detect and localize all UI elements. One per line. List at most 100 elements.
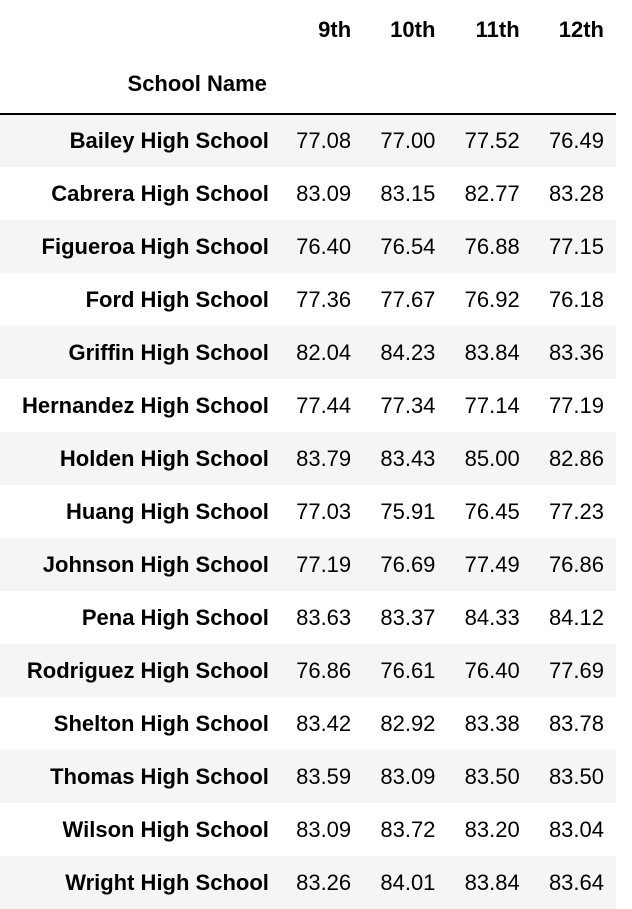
cell-12th: 83.04: [548, 816, 604, 842]
cell-12th: 83.78: [548, 710, 604, 736]
cell-9th: 83.09: [296, 816, 352, 842]
cell-12th: 83.50: [548, 763, 604, 789]
cell-11th: 76.40: [464, 657, 520, 683]
cell-9th: 82.04: [296, 339, 352, 365]
row-label-school-name: Thomas High School: [50, 763, 269, 789]
table-row: Cabrera High School 83.09 83.15 82.77 83.28: [0, 167, 616, 220]
cell-9th: 77.19: [296, 551, 352, 577]
cell-11th: 77.14: [464, 392, 520, 418]
cell-12th: 76.86: [548, 551, 604, 577]
cell-12th: 76.18: [548, 286, 604, 312]
row-label-school-name: Cabrera High School: [51, 180, 269, 206]
table-row: Griffin High School 82.04 84.23 83.84 83.36: [0, 326, 616, 379]
row-label-school-name: Hernandez High School: [21, 392, 269, 418]
table-row: Huang High School 77.03 75.91 76.45 77.23: [0, 485, 616, 538]
cell-12th: 82.86: [548, 445, 604, 471]
index-header-spacer: [278, 60, 364, 115]
cell-12th: 77.19: [548, 392, 604, 418]
row-label-school-name: Shelton High School: [53, 710, 269, 736]
cell-12th: 83.64: [548, 869, 604, 895]
table-row: Figueroa High School 76.40 76.54 76.88 77.15: [0, 220, 616, 273]
cell-11th: 76.45: [464, 498, 520, 524]
cell-9th: 83.42: [296, 710, 352, 736]
table-body: Bailey High School 77.08 77.00 77.52 76.49 Ca…: [0, 114, 616, 909]
column-header-row: 9th 10th 11th 12th: [0, 0, 616, 60]
cell-11th: 83.84: [464, 869, 520, 895]
cell-10th: 83.72: [380, 816, 436, 842]
row-label-school-name: Ford High School: [85, 286, 269, 312]
row-label-school-name: Huang High School: [66, 498, 269, 524]
cell-9th: 77.36: [296, 286, 352, 312]
row-label-school-name: Wright High School: [65, 869, 269, 895]
column-header-12th: 12th: [558, 17, 604, 42]
cell-10th: 75.91: [380, 498, 436, 524]
cell-10th: 82.92: [380, 710, 436, 736]
data-table: 9th 10th 11th 12th School Name Bailey Hi…: [0, 0, 616, 909]
cell-11th: 83.20: [464, 816, 520, 842]
cell-11th: 85.00: [464, 445, 520, 471]
header-corner: [0, 0, 279, 60]
table-row: Hernandez High School 77.44 77.34 77.14 77.1…: [0, 379, 616, 432]
cell-10th: 76.69: [380, 551, 436, 577]
cell-10th: 77.00: [380, 128, 436, 153]
cell-12th: 83.36: [548, 339, 604, 365]
cell-11th: 77.49: [464, 551, 520, 577]
cell-10th: 84.01: [380, 869, 436, 895]
table-row: Ford High School 77.36 77.67 76.92 76.18: [0, 273, 616, 326]
table-row: Wilson High School 83.09 83.72 83.20 83.04: [0, 803, 616, 856]
cell-11th: 83.84: [464, 339, 520, 365]
row-label-school-name: Griffin High School: [68, 339, 269, 365]
index-header-row: School Name: [0, 60, 616, 115]
table-row: Rodriguez High School 76.86 76.61 76.40 77.6…: [0, 644, 616, 697]
cell-9th: 76.40: [296, 233, 352, 259]
column-header-10th: 10th: [390, 17, 436, 42]
index-name-header: School Name: [0, 60, 279, 115]
table-row: Thomas High School 83.59 83.09 83.50 83.50: [0, 750, 616, 803]
cell-9th: 83.79: [296, 445, 352, 471]
row-label-school-name: Wilson High School: [62, 816, 269, 842]
row-label-school-name: Johnson High School: [42, 551, 269, 577]
cell-10th: 76.61: [380, 657, 436, 683]
table-header: 9th 10th 11th 12th School Name: [0, 0, 616, 115]
row-label-school-name: Holden High School: [59, 445, 269, 471]
table-row: Shelton High School 83.42 82.92 83.38 83.78: [0, 697, 616, 750]
cell-10th: 83.37: [380, 604, 436, 630]
cell-12th: 77.23: [548, 498, 604, 524]
column-header-11th: 11th: [475, 17, 520, 42]
table-row: Wright High School 83.26 84.01 83.84 83.64: [0, 856, 616, 909]
cell-10th: 77.34: [380, 392, 436, 418]
cell-9th: 77.44: [296, 392, 352, 418]
cell-11th: 83.38: [464, 710, 520, 736]
cell-9th: 83.63: [296, 604, 352, 630]
cell-10th: 83.09: [380, 763, 436, 789]
cell-12th: 83.28: [548, 180, 604, 206]
cell-9th: 83.26: [296, 869, 352, 895]
table-row: Pena High School 83.63 83.37 84.33 84.12: [0, 591, 616, 644]
table-row: Johnson High School 77.19 76.69 77.49 76.86: [0, 538, 616, 591]
cell-9th: 77.08: [296, 128, 352, 153]
row-label-school-name: Pena High School: [81, 604, 269, 630]
cell-11th: 82.77: [464, 180, 520, 206]
cell-11th: 76.88: [464, 233, 520, 259]
row-label-school-name: Figueroa High School: [41, 233, 269, 259]
index-header-spacer: [363, 60, 448, 115]
column-header-9th: 9th: [318, 17, 352, 42]
cell-10th: 84.23: [380, 339, 436, 365]
cell-11th: 84.33: [464, 604, 520, 630]
cell-12th: 76.49: [548, 128, 604, 153]
cell-11th: 77.52: [464, 128, 520, 153]
cell-11th: 83.50: [464, 763, 520, 789]
cell-12th: 77.69: [548, 657, 604, 683]
cell-10th: 77.67: [380, 286, 436, 312]
cell-10th: 83.43: [380, 445, 436, 471]
cell-12th: 77.15: [548, 233, 604, 259]
index-header-spacer: [531, 60, 616, 115]
cell-9th: 83.09: [296, 180, 352, 206]
table-row: Holden High School 83.79 83.43 85.00 82.86: [0, 432, 616, 485]
cell-9th: 76.86: [296, 657, 352, 683]
row-label-school-name: Bailey High School: [69, 128, 269, 153]
table-row: Bailey High School 77.08 77.00 77.52 76.49: [0, 114, 616, 167]
cell-11th: 76.92: [464, 286, 520, 312]
cell-12th: 84.12: [548, 604, 604, 630]
index-header-spacer: [447, 60, 532, 115]
